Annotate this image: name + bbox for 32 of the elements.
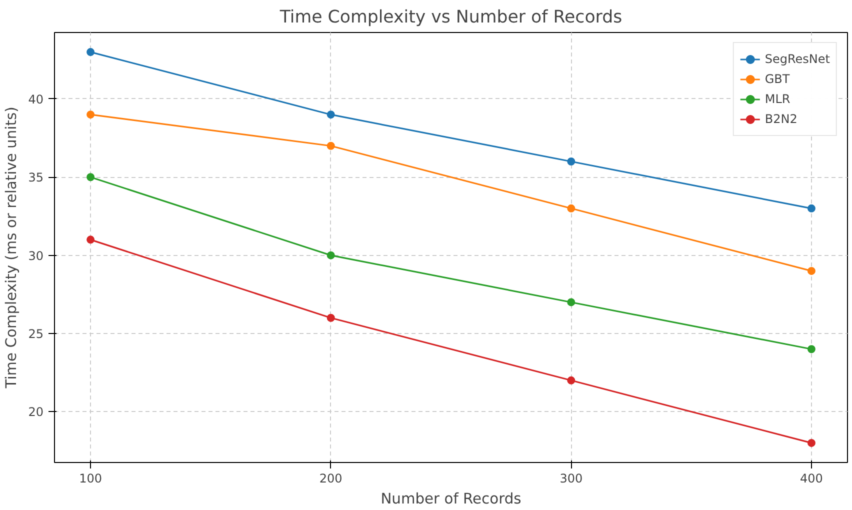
x-tick-label: 100 [79, 472, 102, 486]
point [86, 173, 95, 182]
point [567, 158, 576, 166]
y-axis-title: Time Complexity (ms or relative units) [3, 106, 20, 390]
point [567, 376, 576, 384]
point [86, 48, 95, 56]
y-tick-label: 35 [28, 170, 44, 185]
y-tick-label: 20 [28, 405, 44, 420]
y-tick-label: 40 [28, 92, 44, 106]
y-tick-label: 25 [28, 327, 44, 341]
x-tick-label: 300 [560, 472, 583, 486]
legend-label: SegResNet [764, 52, 830, 66]
point [326, 110, 335, 119]
chart-title: Time Complexity vs Number of Records [278, 8, 622, 28]
legend-label: MLR [764, 92, 790, 106]
point [86, 110, 95, 119]
y-tick-label: 30 [28, 248, 44, 263]
point [807, 204, 816, 212]
x-tick-label: 200 [319, 472, 342, 486]
point [326, 251, 335, 260]
x-tick-label: 400 [800, 472, 823, 486]
legend-label: GBT [764, 72, 790, 86]
legend-label: B2N2 [764, 112, 798, 126]
x-axis-title: Number of Records [380, 490, 522, 508]
point [807, 345, 816, 354]
point [326, 142, 335, 150]
point [326, 314, 335, 322]
point [86, 236, 95, 244]
point [567, 204, 576, 212]
point [807, 266, 816, 275]
point [567, 298, 576, 306]
point [807, 438, 816, 447]
